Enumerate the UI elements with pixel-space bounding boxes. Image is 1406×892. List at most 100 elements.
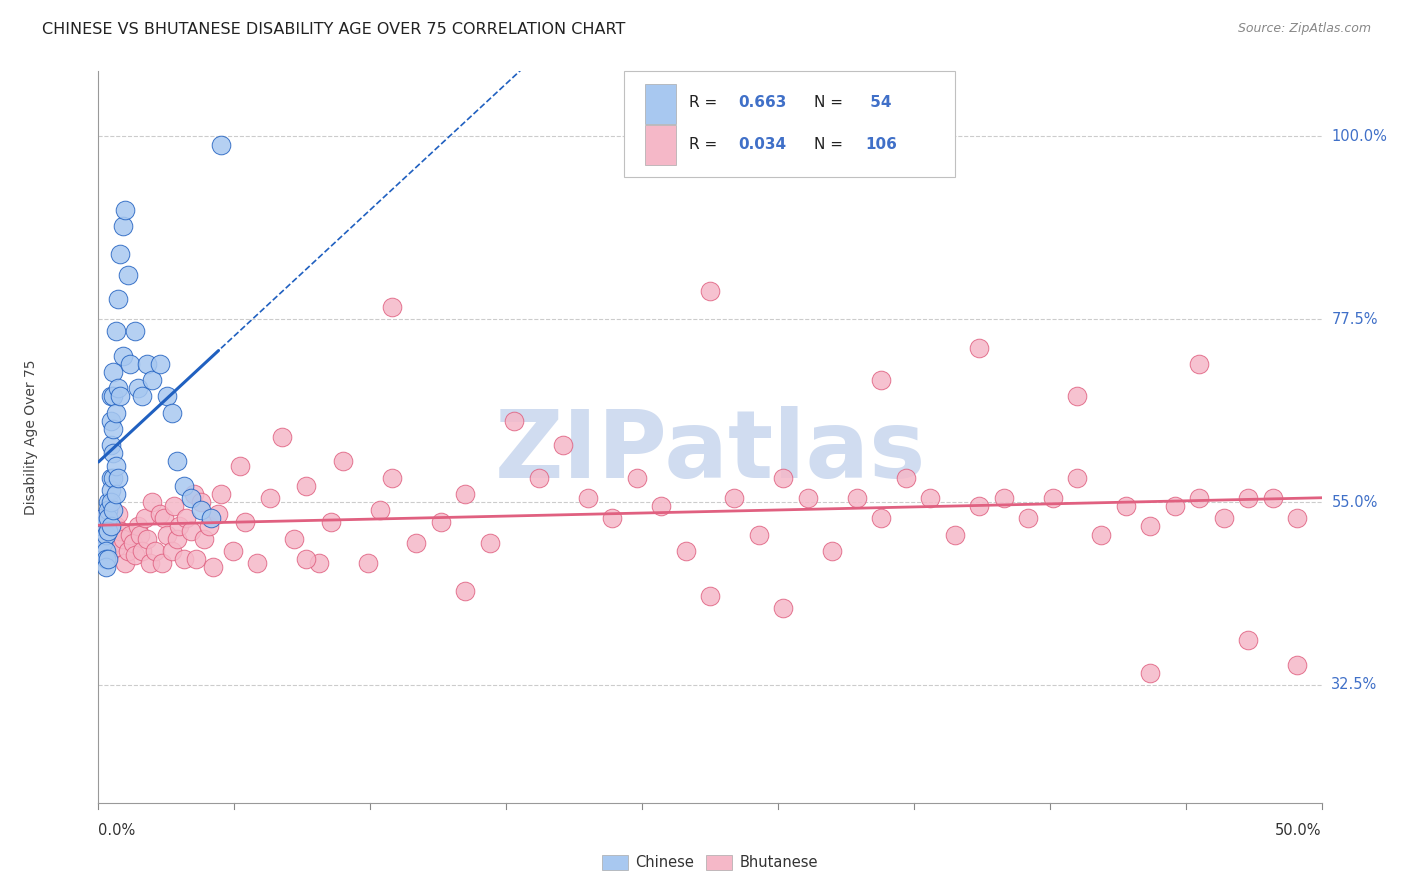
Point: [797, 491, 820, 505]
Point: [124, 548, 146, 562]
Text: Source: ZipAtlas.com: Source: ZipAtlas.com: [1237, 22, 1371, 36]
Point: [356, 556, 378, 570]
Legend: Chinese, Bhutanese: Chinese, Bhutanese: [596, 849, 824, 876]
Point: [967, 499, 990, 513]
Point: [1139, 519, 1161, 533]
Point: [1286, 657, 1309, 672]
Text: 50.0%: 50.0%: [1275, 823, 1322, 838]
Point: [167, 519, 190, 533]
Point: [101, 535, 124, 549]
Point: [229, 458, 252, 473]
Text: 77.5%: 77.5%: [1331, 311, 1378, 326]
Point: [97, 524, 120, 538]
Point: [101, 422, 124, 436]
Point: [381, 471, 404, 485]
Point: [295, 552, 318, 566]
Text: R =: R =: [689, 95, 723, 110]
Point: [1139, 665, 1161, 680]
Point: [183, 487, 205, 501]
Point: [136, 532, 159, 546]
Point: [193, 532, 215, 546]
Point: [1164, 499, 1187, 513]
Point: [156, 527, 179, 541]
Point: [332, 454, 354, 468]
Point: [121, 535, 143, 549]
Text: 54: 54: [865, 95, 891, 110]
Point: [100, 519, 122, 533]
Point: [100, 495, 122, 509]
Point: [111, 349, 134, 363]
Point: [478, 535, 501, 549]
Text: CHINESE VS BHUTANESE DISABILITY AGE OVER 75 CORRELATION CHART: CHINESE VS BHUTANESE DISABILITY AGE OVER…: [42, 22, 626, 37]
Point: [894, 471, 917, 485]
Point: [139, 556, 162, 570]
Point: [1066, 389, 1088, 403]
Point: [222, 544, 245, 558]
Point: [111, 219, 134, 233]
Point: [200, 511, 222, 525]
Point: [699, 284, 721, 298]
FancyBboxPatch shape: [645, 84, 676, 124]
Text: 106: 106: [865, 137, 897, 152]
Point: [180, 491, 202, 505]
Point: [233, 516, 256, 530]
Point: [626, 471, 648, 485]
Point: [110, 524, 132, 538]
Point: [127, 519, 149, 533]
Point: [100, 471, 122, 485]
Point: [454, 487, 477, 501]
Point: [90, 527, 112, 541]
Point: [141, 373, 163, 387]
Point: [149, 508, 172, 522]
Point: [1066, 471, 1088, 485]
Text: N =: N =: [814, 137, 848, 152]
Point: [173, 552, 195, 566]
Point: [1237, 633, 1260, 648]
Point: [176, 511, 198, 525]
Point: [173, 479, 195, 493]
Point: [97, 511, 120, 525]
Point: [1042, 491, 1064, 505]
Point: [107, 292, 129, 306]
Point: [600, 511, 623, 525]
Point: [94, 560, 117, 574]
Point: [699, 589, 721, 603]
Point: [111, 532, 134, 546]
Point: [405, 535, 427, 549]
Point: [1212, 511, 1234, 525]
Point: [97, 552, 120, 566]
Point: [127, 381, 149, 395]
Point: [104, 487, 127, 501]
Point: [104, 519, 127, 533]
Point: [94, 544, 117, 558]
Point: [101, 446, 124, 460]
Point: [160, 544, 183, 558]
Point: [110, 389, 132, 403]
Point: [166, 454, 188, 468]
Point: [97, 495, 120, 509]
Point: [143, 544, 166, 558]
Point: [117, 268, 139, 282]
Point: [845, 491, 868, 505]
Point: [97, 503, 120, 517]
Point: [94, 552, 117, 566]
Text: 0.034: 0.034: [738, 137, 786, 152]
Point: [368, 503, 391, 517]
Point: [129, 527, 152, 541]
Text: N =: N =: [814, 95, 848, 110]
Point: [101, 503, 124, 517]
Point: [153, 511, 176, 525]
Point: [100, 519, 122, 533]
Point: [319, 516, 342, 530]
Text: 100.0%: 100.0%: [1331, 128, 1388, 144]
Point: [1237, 491, 1260, 505]
Point: [163, 499, 186, 513]
Point: [675, 544, 697, 558]
Point: [209, 137, 232, 152]
Point: [259, 491, 281, 505]
Point: [100, 438, 122, 452]
Point: [94, 527, 117, 541]
Point: [430, 516, 453, 530]
Point: [120, 527, 142, 541]
Point: [920, 491, 942, 505]
